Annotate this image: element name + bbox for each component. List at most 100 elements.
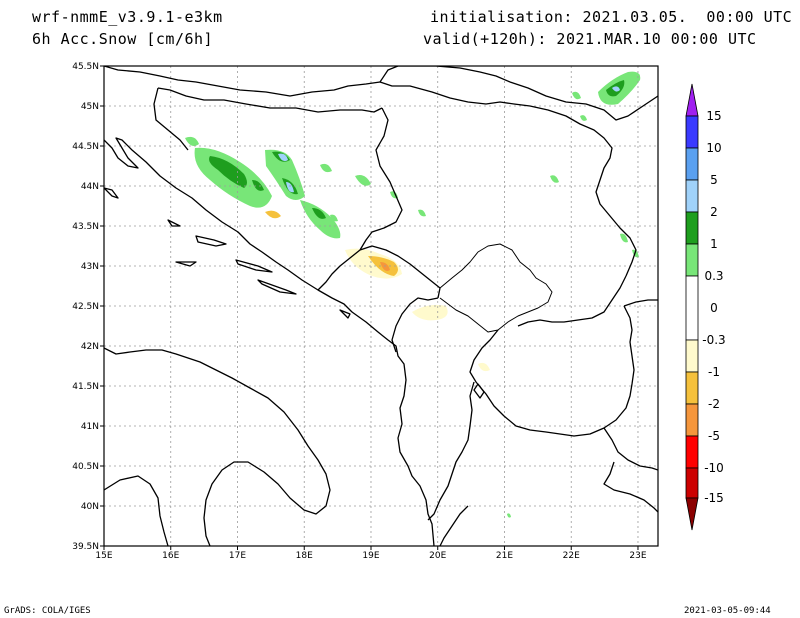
border-north-macedonia [469, 305, 635, 437]
coastline-greece [603, 461, 658, 513]
colorbar-swatch [685, 115, 699, 149]
snow-area-negative [478, 362, 490, 372]
colorbar-label: -0.3 [702, 333, 725, 347]
lon-tick-label: 19E [362, 551, 379, 561]
lat-tick-label: 41.5N [72, 382, 99, 392]
snow-area-positive [620, 233, 628, 243]
colorbar-swatch [685, 403, 699, 437]
lat-tick-label: 43.5N [72, 222, 99, 232]
snow-area-1-2 [312, 208, 326, 219]
lon-tick-label: 22E [563, 551, 580, 561]
lat-tick-label: 44N [81, 182, 99, 192]
border-bosnia-serbia [359, 107, 403, 251]
island-outline [175, 261, 197, 267]
border-bosnia-montenegro [317, 249, 361, 291]
coastline-italy-gulf [104, 475, 169, 546]
lon-tick-label: 17E [229, 551, 246, 561]
lake-outline [473, 383, 485, 399]
colorbar-label: 15 [706, 109, 721, 123]
island-outline [195, 235, 227, 247]
colorbar-label: 2 [710, 205, 718, 219]
lat-tick-label: 43N [81, 262, 99, 272]
colorbar-label: -2 [708, 397, 720, 411]
border-hungary-romania [379, 66, 511, 83]
snow-area-positive [507, 513, 511, 518]
colorbar-arrow-top [685, 83, 699, 117]
lat-tick-label: 42N [81, 342, 99, 352]
coastline-italy [104, 347, 331, 546]
footer-timestamp: 2021-03-05-09:44 [684, 606, 771, 616]
colorbar-label: -15 [704, 491, 724, 505]
snow-area-positive [330, 214, 338, 222]
colorbar-label: -5 [708, 429, 720, 443]
colorbar-arrow-bottom [685, 497, 699, 531]
model-title: wrf-nmmE_v3.9.1-e3km [32, 8, 223, 26]
colorbar-label: 10 [706, 141, 721, 155]
axes-layer: 15E 16E 17E 18E 19E 20E 21E 22E 23E 45.5N 45N 44.5N… [72, 62, 647, 561]
lat-tick-label: 45.5N [72, 62, 99, 72]
colorbar-label: 1 [710, 237, 718, 251]
lat-tick-label: 40N [81, 502, 99, 512]
border-bulgaria-greece [603, 427, 658, 471]
snow-area-positive [355, 175, 371, 186]
lat-tick-label: 39.5N [72, 542, 99, 552]
colorbar-swatch [685, 371, 699, 405]
snow-area-2-5 [612, 86, 620, 92]
border-albania-greece [427, 381, 475, 521]
border-croatia-hungary [104, 66, 381, 97]
island-outline [235, 259, 273, 273]
lat-tick-label: 41N [81, 422, 99, 432]
colorbar-label: 0 [710, 301, 718, 315]
colorbar-swatch [685, 243, 699, 277]
snow-area-positive [550, 175, 559, 183]
border-croatia-bosnia [157, 87, 383, 113]
border-bulgaria-east [623, 299, 658, 307]
border-montenegro-serbia [359, 245, 441, 299]
grid-lines [104, 66, 658, 546]
colorbar-label: -1 [708, 365, 720, 379]
lon-tick-label: 21E [496, 551, 513, 561]
snow-area-2-5 [286, 182, 294, 193]
colorbar-label: 0.3 [704, 269, 723, 283]
colorbar-label: 5 [710, 173, 718, 187]
snow-area-positive [320, 163, 332, 173]
coastline-greece [439, 505, 469, 546]
lon-tick-label: 23E [629, 551, 646, 561]
island-outline [257, 279, 297, 295]
snow-field-layer [185, 71, 641, 518]
snow-area-positive [300, 200, 341, 239]
footer-grads-credit: GrADS: COLA/IGES [4, 606, 91, 616]
border-croatia-bosnia [153, 87, 189, 151]
snow-area-1-2 [209, 156, 247, 188]
snow-area-negative-1-2 [265, 210, 281, 219]
valid-time: valid(+120h): 2021.MAR.10 00:00 UTC [423, 30, 757, 48]
snow-area-positive [418, 209, 426, 217]
island-outline [104, 187, 119, 199]
colorbar-swatch [685, 339, 699, 373]
snow-area-positive [580, 115, 587, 121]
border-serbia-romania [379, 81, 637, 277]
lon-tick-label: 18E [296, 551, 313, 561]
colorbar-swatch [685, 275, 699, 341]
border-serbia-bulgaria [517, 275, 627, 327]
lat-tick-label: 40.5N [72, 462, 99, 472]
snow-area-negative [412, 304, 448, 321]
lon-tick-label: 15E [95, 551, 112, 561]
colorbar-label: -10 [704, 461, 724, 475]
lat-tick-label: 44.5N [72, 142, 99, 152]
border-romania-serbia-ext [509, 81, 658, 121]
colorbar-swatch [685, 467, 699, 499]
lat-tick-label: 45N [81, 102, 99, 112]
snow-area-negative-2-5 [380, 262, 390, 271]
colorbar-swatch [685, 211, 699, 245]
lon-tick-label: 16E [162, 551, 179, 561]
island-outline [167, 219, 181, 227]
variable-title: 6h Acc.Snow [cm/6h] [32, 30, 214, 48]
colorbar: 15 10 5 2 1 0.3 0 -0.3 -1 -2 -5 -10 -15 [685, 83, 726, 531]
colorbar-swatch [685, 435, 699, 469]
initialisation-time: initialisation: 2021.03.05. 00:00 UTC [430, 8, 793, 26]
snow-area-positive [185, 136, 199, 146]
snow-area-2-5 [278, 153, 288, 162]
colorbar-swatch [685, 147, 699, 181]
lat-tick-label: 42.5N [72, 302, 99, 312]
